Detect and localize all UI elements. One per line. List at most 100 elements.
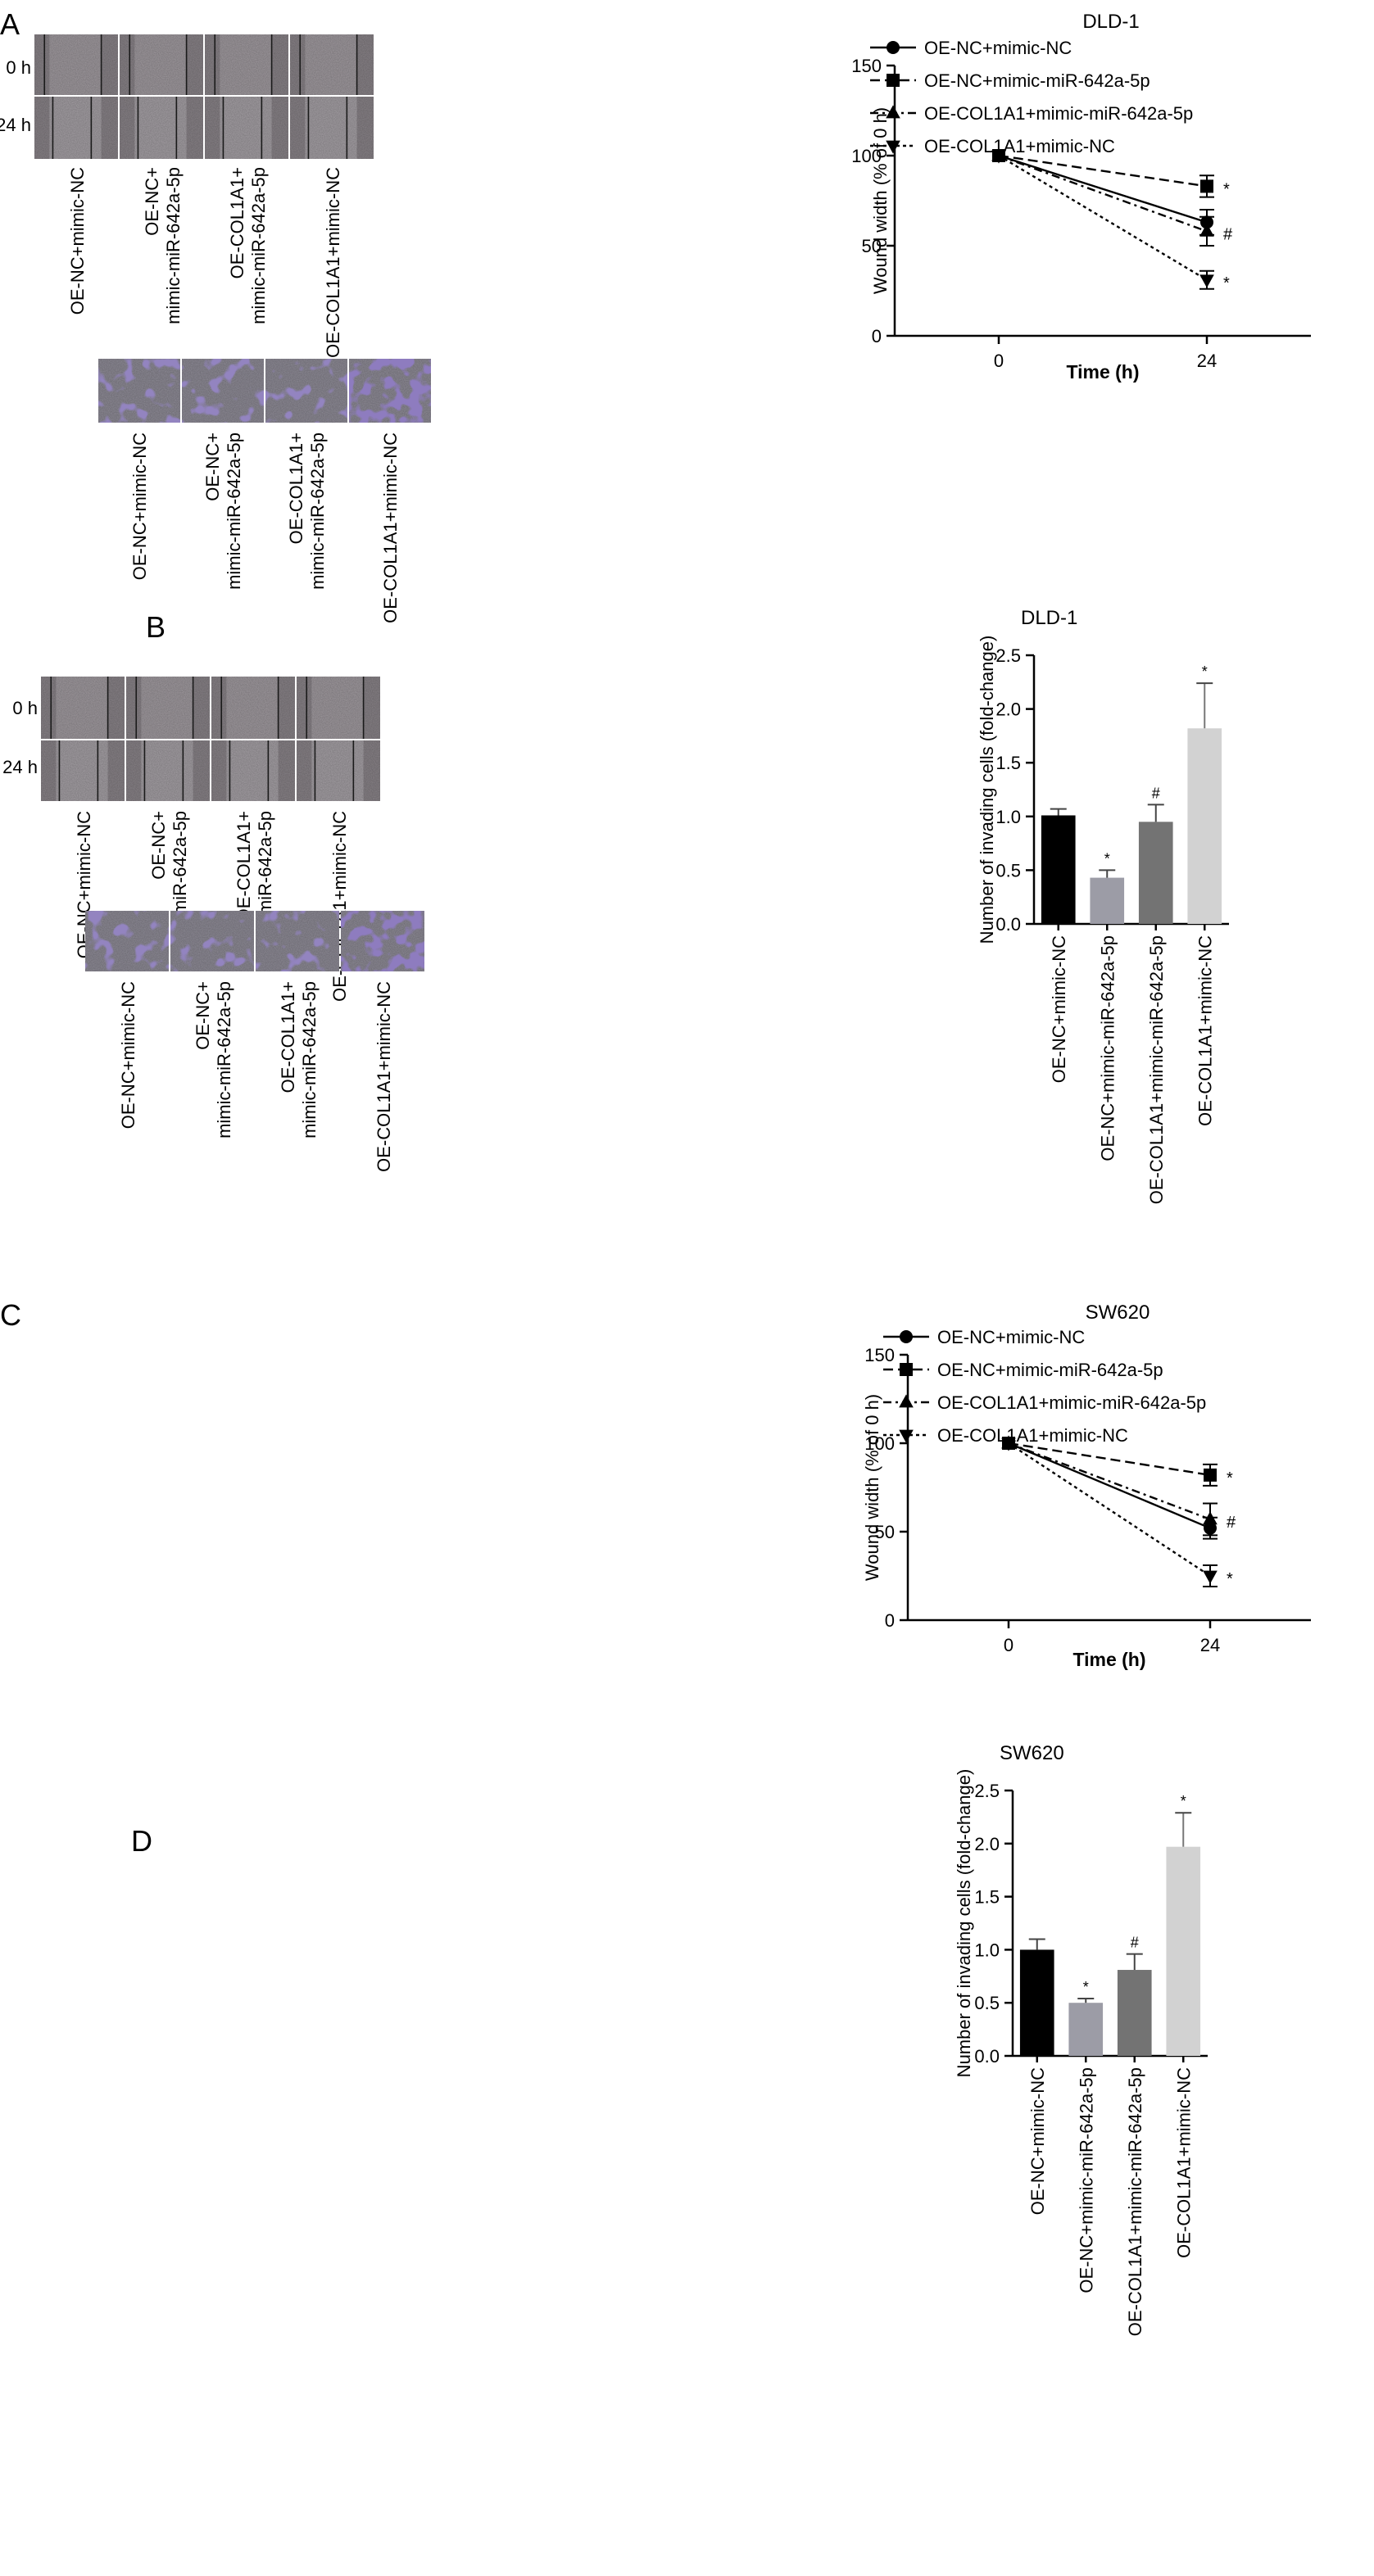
- micrograph-texture: [34, 34, 118, 95]
- series-oe-col1a1-mimic-nc: *: [991, 150, 1230, 292]
- label-line: mimic-miR-642a-5p: [163, 167, 184, 324]
- micrograph-column-label: OE-NC+mimic-NC: [129, 432, 150, 580]
- significance-mark: #: [1223, 225, 1233, 243]
- y-tick-label: 1.0: [974, 1940, 1000, 1960]
- micrograph-texture: [120, 34, 203, 95]
- stained-cells: [85, 911, 169, 971]
- y-tick-label: 2.0: [974, 1834, 1000, 1854]
- triangle-up-marker: [886, 105, 900, 119]
- significance-mark: *: [1223, 274, 1230, 292]
- legend-item: OE-COL1A1+mimic-miR-642a-5p: [870, 103, 1193, 124]
- y-tick-label: 0: [885, 1610, 895, 1631]
- series-line: [1008, 1442, 1211, 1529]
- triangle-up-marker: [899, 1394, 914, 1408]
- label-line: mimic-miR-642a-5p: [307, 432, 328, 590]
- micrograph-image: [211, 740, 295, 801]
- significance-mark: *: [1104, 850, 1110, 867]
- bar: [1187, 728, 1222, 924]
- significance-mark: *: [1083, 1979, 1089, 1995]
- significance-mark: *: [1227, 1570, 1233, 1588]
- x-tick-label: OE-COL1A1+mimic-miR-642a-5p: [1146, 935, 1167, 1204]
- micrograph-texture: [34, 97, 118, 159]
- y-tick-label: 2.5: [995, 645, 1021, 666]
- chart-title: SW620: [1086, 1302, 1150, 1324]
- significance-mark: #: [1227, 1514, 1236, 1532]
- x-tick-label: OE-COL1A1+mimic-NC: [1195, 935, 1215, 1126]
- stained-cells: [98, 359, 180, 423]
- y-tick-label: 1.5: [995, 753, 1021, 773]
- bar-oe-nc-mimic-nc: [1019, 1938, 1054, 2056]
- triangle-down-marker: [886, 140, 900, 154]
- series-oe-col1a1-mimic-mir-642a-5p: #: [991, 147, 1233, 247]
- x-tick-label: OE-NC+mimic-miR-642a-5p: [1097, 935, 1118, 1161]
- x-tick-label: 0: [994, 351, 1004, 371]
- micrograph-image: [290, 97, 374, 159]
- y-tick-label: 0.5: [974, 1993, 1000, 2013]
- y-tick-label: 1.5: [974, 1887, 1000, 1908]
- micrograph-texture: [120, 97, 203, 159]
- legend: OE-NC+mimic-NC OE-NC+mimic-miR-642a-5p OE-…: [883, 1327, 1206, 1446]
- micrograph-texture: [297, 677, 380, 739]
- micrograph-column-label: OE-COL1A1+mimic-miR-642a-5p: [227, 167, 269, 324]
- micrograph-image: [120, 34, 203, 95]
- micrograph-column-label: OE-COL1A1+mimic-miR-642a-5p: [278, 981, 320, 1139]
- significance-mark: *: [1223, 180, 1230, 198]
- stained-cells: [349, 359, 431, 423]
- y-tick-label: 0.0: [974, 2046, 1000, 2067]
- micrograph-image: [120, 97, 203, 159]
- label-line: OE-NC+: [148, 811, 169, 880]
- invasion-micrograph-strip-dld1: OE-NC+mimic-NC OE-NC+mimic-miR-642a-5p OE-…: [98, 359, 431, 623]
- micrograph-texture: [290, 34, 374, 95]
- micrograph-texture: [297, 740, 380, 801]
- label-line: mimic-miR-642a-5p: [214, 981, 234, 1139]
- significance-mark: *: [1202, 663, 1208, 680]
- micrograph-image: [126, 677, 210, 739]
- triangle-down-marker: [899, 1429, 914, 1443]
- x-tick-label: OE-NC+mimic-miR-642a-5p: [1076, 2067, 1096, 2293]
- label-line: OE-COL1A1+: [278, 981, 298, 1093]
- label-line: mimic-miR-642a-5p: [224, 432, 244, 590]
- series-line: [998, 154, 1208, 188]
- panel-letter-c: C: [0, 1298, 21, 1332]
- legend-label: OE-COL1A1+mimic-miR-642a-5p: [924, 103, 1193, 124]
- invasion-micrograph-strip-sw620: OE-NC+mimic-NC OE-NC+mimic-miR-642a-5p OE-…: [85, 911, 424, 1172]
- micrograph-image: [205, 97, 288, 159]
- bar: [1068, 2003, 1104, 2056]
- label-line: OE-COL1A1+: [234, 811, 254, 922]
- legend-item: OE-COL1A1+mimic-NC: [870, 136, 1115, 156]
- legend: OE-NC+mimic-NC OE-NC+mimic-miR-642a-5p OE-…: [870, 38, 1193, 156]
- series-line: [1008, 1442, 1211, 1578]
- legend-label: OE-COL1A1+mimic-NC: [937, 1425, 1128, 1446]
- y-tick-label: 0: [872, 326, 882, 346]
- micrograph-image: [126, 740, 210, 801]
- micrograph-texture: [290, 97, 374, 159]
- triangle-down-marker: [1001, 1437, 1016, 1451]
- x-axis-label: Time (h): [1066, 361, 1139, 383]
- y-tick-label: 100: [864, 1433, 895, 1454]
- y-axis-label: Wound width (% of 0 h): [862, 1394, 882, 1581]
- y-axis-label: Wound width (% of 0 h): [870, 107, 891, 294]
- label-line: OE-COL1A1+: [286, 432, 306, 544]
- legend-item: OE-NC+mimic-miR-642a-5p: [883, 1360, 1163, 1380]
- label-line: OE-COL1A1+mimic-NC: [380, 432, 401, 623]
- square-marker: [1204, 1468, 1217, 1482]
- series-oe-col1a1-mimic-nc: *: [1001, 1437, 1233, 1588]
- micrograph-image: [211, 677, 295, 739]
- bar-oe-nc-mimic-mir-642a-5p: *: [1068, 1979, 1104, 2056]
- x-tick-label: 0: [1004, 1635, 1013, 1655]
- stained-cells: [265, 359, 347, 423]
- micrograph-image: [297, 677, 380, 739]
- circle-marker: [900, 1330, 913, 1343]
- micrograph-image: [349, 359, 431, 423]
- series-line: [998, 154, 1208, 224]
- square-marker: [887, 74, 900, 87]
- triangle-up-marker: [1199, 223, 1214, 237]
- legend-label: OE-NC+mimic-miR-642a-5p: [937, 1360, 1163, 1380]
- micrograph-image: [256, 911, 339, 971]
- series-oe-col1a1-mimic-mir-642a-5p: #: [1001, 1435, 1236, 1537]
- micrograph-texture: [211, 677, 295, 739]
- series-oe-nc-mimic-mir-642a-5p: *: [1002, 1437, 1233, 1487]
- legend-label: OE-NC+mimic-miR-642a-5p: [924, 70, 1150, 91]
- chart-title: SW620: [1000, 1742, 1064, 1764]
